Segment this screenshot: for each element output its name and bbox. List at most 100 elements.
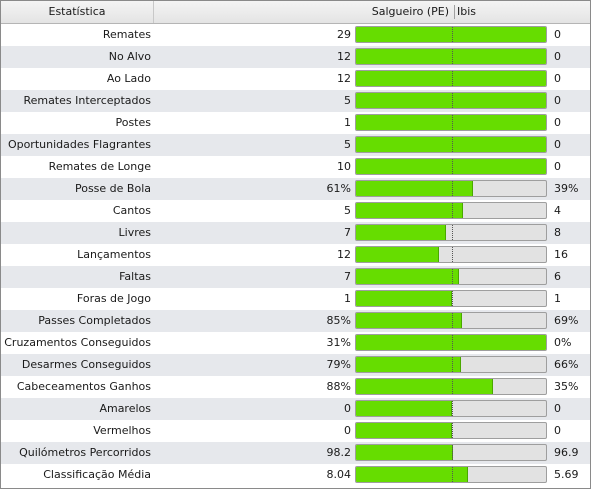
comparison-bar <box>355 290 547 307</box>
home-value: 79% <box>326 358 351 371</box>
stat-row: Faltas 7 6 <box>1 266 590 288</box>
stat-label: No Alvo <box>108 50 151 63</box>
midpoint-marker <box>452 379 453 394</box>
column-header-home-team[interactable]: Salgueiro (PE) <box>154 1 453 23</box>
home-share-fill <box>356 357 461 372</box>
midpoint-marker <box>452 93 453 108</box>
stat-label: Remates de Longe <box>48 160 151 173</box>
comparison-bar <box>355 422 547 439</box>
away-value: 1 <box>554 292 561 305</box>
midpoint-marker <box>452 181 453 196</box>
stat-row: Postes 1 0 <box>1 112 590 134</box>
home-value: 1 <box>344 292 351 305</box>
stat-row: Remates 29 0 <box>1 24 590 46</box>
midpoint-marker <box>452 159 453 174</box>
home-value: 10 <box>337 160 351 173</box>
stat-label: Livres <box>118 226 151 239</box>
stat-label: Passes Completados <box>38 314 151 327</box>
stat-label: Foras de Jogo <box>76 292 151 305</box>
column-header-statistic-label: Estatística <box>48 5 106 18</box>
home-value: 12 <box>337 50 351 63</box>
stat-label: Remates Interceptados <box>23 94 151 107</box>
table-header: Estatística Salgueiro (PE) Ibis <box>1 1 590 24</box>
midpoint-marker <box>452 269 453 284</box>
comparison-bar <box>355 202 547 219</box>
midpoint-marker <box>452 247 453 262</box>
stat-label: Lançamentos <box>77 248 151 261</box>
home-value: 12 <box>337 248 351 261</box>
stat-row: Lançamentos 12 16 <box>1 244 590 266</box>
home-value: 29 <box>337 28 351 41</box>
midpoint-marker <box>452 335 453 350</box>
comparison-bar <box>355 356 547 373</box>
home-share-fill <box>356 181 473 196</box>
away-value: 66% <box>554 358 579 371</box>
midpoint-marker <box>452 137 453 152</box>
away-value: 39% <box>554 182 579 195</box>
midpoint-marker <box>452 203 453 218</box>
away-value: 0 <box>554 424 561 437</box>
home-value: 85% <box>326 314 351 327</box>
stat-row: Livres 7 8 <box>1 222 590 244</box>
away-value: 4 <box>554 204 561 217</box>
home-team-name: Salgueiro (PE) <box>371 5 449 18</box>
stat-row: Amarelos 0 0 <box>1 398 590 420</box>
comparison-bar <box>355 466 547 483</box>
stat-row: Oportunidades Flagrantes 5 0 <box>1 134 590 156</box>
away-value: 0 <box>554 116 561 129</box>
stat-label: Cabeceamentos Ganhos <box>16 380 151 393</box>
comparison-bar <box>355 26 547 43</box>
home-share-fill <box>356 49 546 64</box>
away-value: 8 <box>554 226 561 239</box>
comparison-bar <box>355 246 547 263</box>
stat-label: Ao Lado <box>106 72 151 85</box>
comparison-bar <box>355 92 547 109</box>
stat-label: Desarmes Conseguidos <box>21 358 151 371</box>
away-value: 0 <box>554 72 561 85</box>
column-header-away-team[interactable]: Ibis <box>457 1 476 23</box>
stat-label: Oportunidades Flagrantes <box>7 138 151 151</box>
home-value: 5 <box>344 138 351 151</box>
stat-label: Cantos <box>112 204 151 217</box>
midpoint-marker <box>452 313 453 328</box>
comparison-bar <box>355 70 547 87</box>
away-team-name: Ibis <box>457 5 477 18</box>
stat-row: Desarmes Conseguidos 79% 66% <box>1 354 590 376</box>
home-value: 5 <box>344 94 351 107</box>
comparison-bar <box>355 444 547 461</box>
midpoint-marker <box>452 401 453 416</box>
stat-row: Ao Lado 12 0 <box>1 68 590 90</box>
stat-row: Quilómetros Percorridos 98.2 96.9 <box>1 442 590 464</box>
stat-label: Amarelos <box>99 402 151 415</box>
home-share-fill <box>356 379 493 394</box>
away-value: 6 <box>554 270 561 283</box>
column-header-statistic[interactable]: Estatística <box>1 1 154 23</box>
away-value: 5.69 <box>554 468 579 481</box>
home-share-fill <box>356 247 439 262</box>
midpoint-marker <box>452 423 453 438</box>
stat-row: Remates Interceptados 5 0 <box>1 90 590 112</box>
stat-label: Classificação Média <box>43 468 151 481</box>
away-value: 0 <box>554 138 561 151</box>
away-value: 0 <box>554 28 561 41</box>
home-share-fill <box>356 423 452 438</box>
column-divider <box>454 5 455 19</box>
midpoint-marker <box>452 291 453 306</box>
home-value: 8.04 <box>326 468 352 481</box>
stat-label: Faltas <box>119 270 151 283</box>
stat-label: Posse de Bola <box>74 182 151 195</box>
away-value: 69% <box>554 314 579 327</box>
comparison-bar <box>355 158 547 175</box>
away-value: 35% <box>554 380 579 393</box>
home-share-fill <box>356 115 546 130</box>
home-value: 7 <box>344 226 351 239</box>
home-share-fill <box>356 137 546 152</box>
home-value: 12 <box>337 72 351 85</box>
stat-label: Quilómetros Percorridos <box>19 446 151 459</box>
home-value: 0 <box>344 402 351 415</box>
home-share-fill <box>356 159 546 174</box>
stat-row: Cabeceamentos Ganhos 88% 35% <box>1 376 590 398</box>
home-share-fill <box>356 93 546 108</box>
comparison-bar <box>355 334 547 351</box>
comparison-bar <box>355 312 547 329</box>
